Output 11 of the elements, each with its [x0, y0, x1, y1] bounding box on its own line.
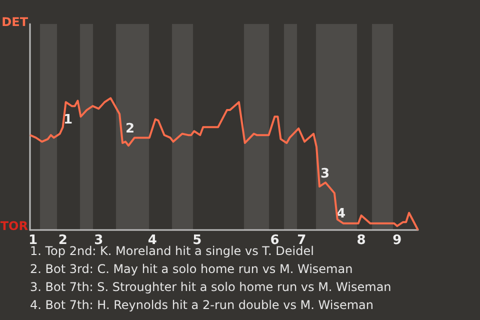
text: 3. Bot 7th: S. Stroughter hit a solo home run vs M. Wiseman — [30, 280, 392, 294]
annotation: 4 — [336, 206, 346, 222]
x-tick-label: 9 — [392, 233, 402, 248]
text: 4. Bot 7th: H. Reynolds hit a 2-run double vs M. Wiseman — [30, 298, 374, 312]
text: 2. Bot 3rd: C. May hit a solo home run vs M. Wiseman — [30, 262, 353, 276]
annotation: 2 — [125, 122, 135, 136]
x-tick-label: 8 — [356, 233, 366, 248]
text: DET — [2, 15, 29, 29]
annotation: 3 — [320, 166, 330, 182]
text: TOR — [0, 219, 28, 233]
annotation: 1 — [63, 112, 73, 128]
